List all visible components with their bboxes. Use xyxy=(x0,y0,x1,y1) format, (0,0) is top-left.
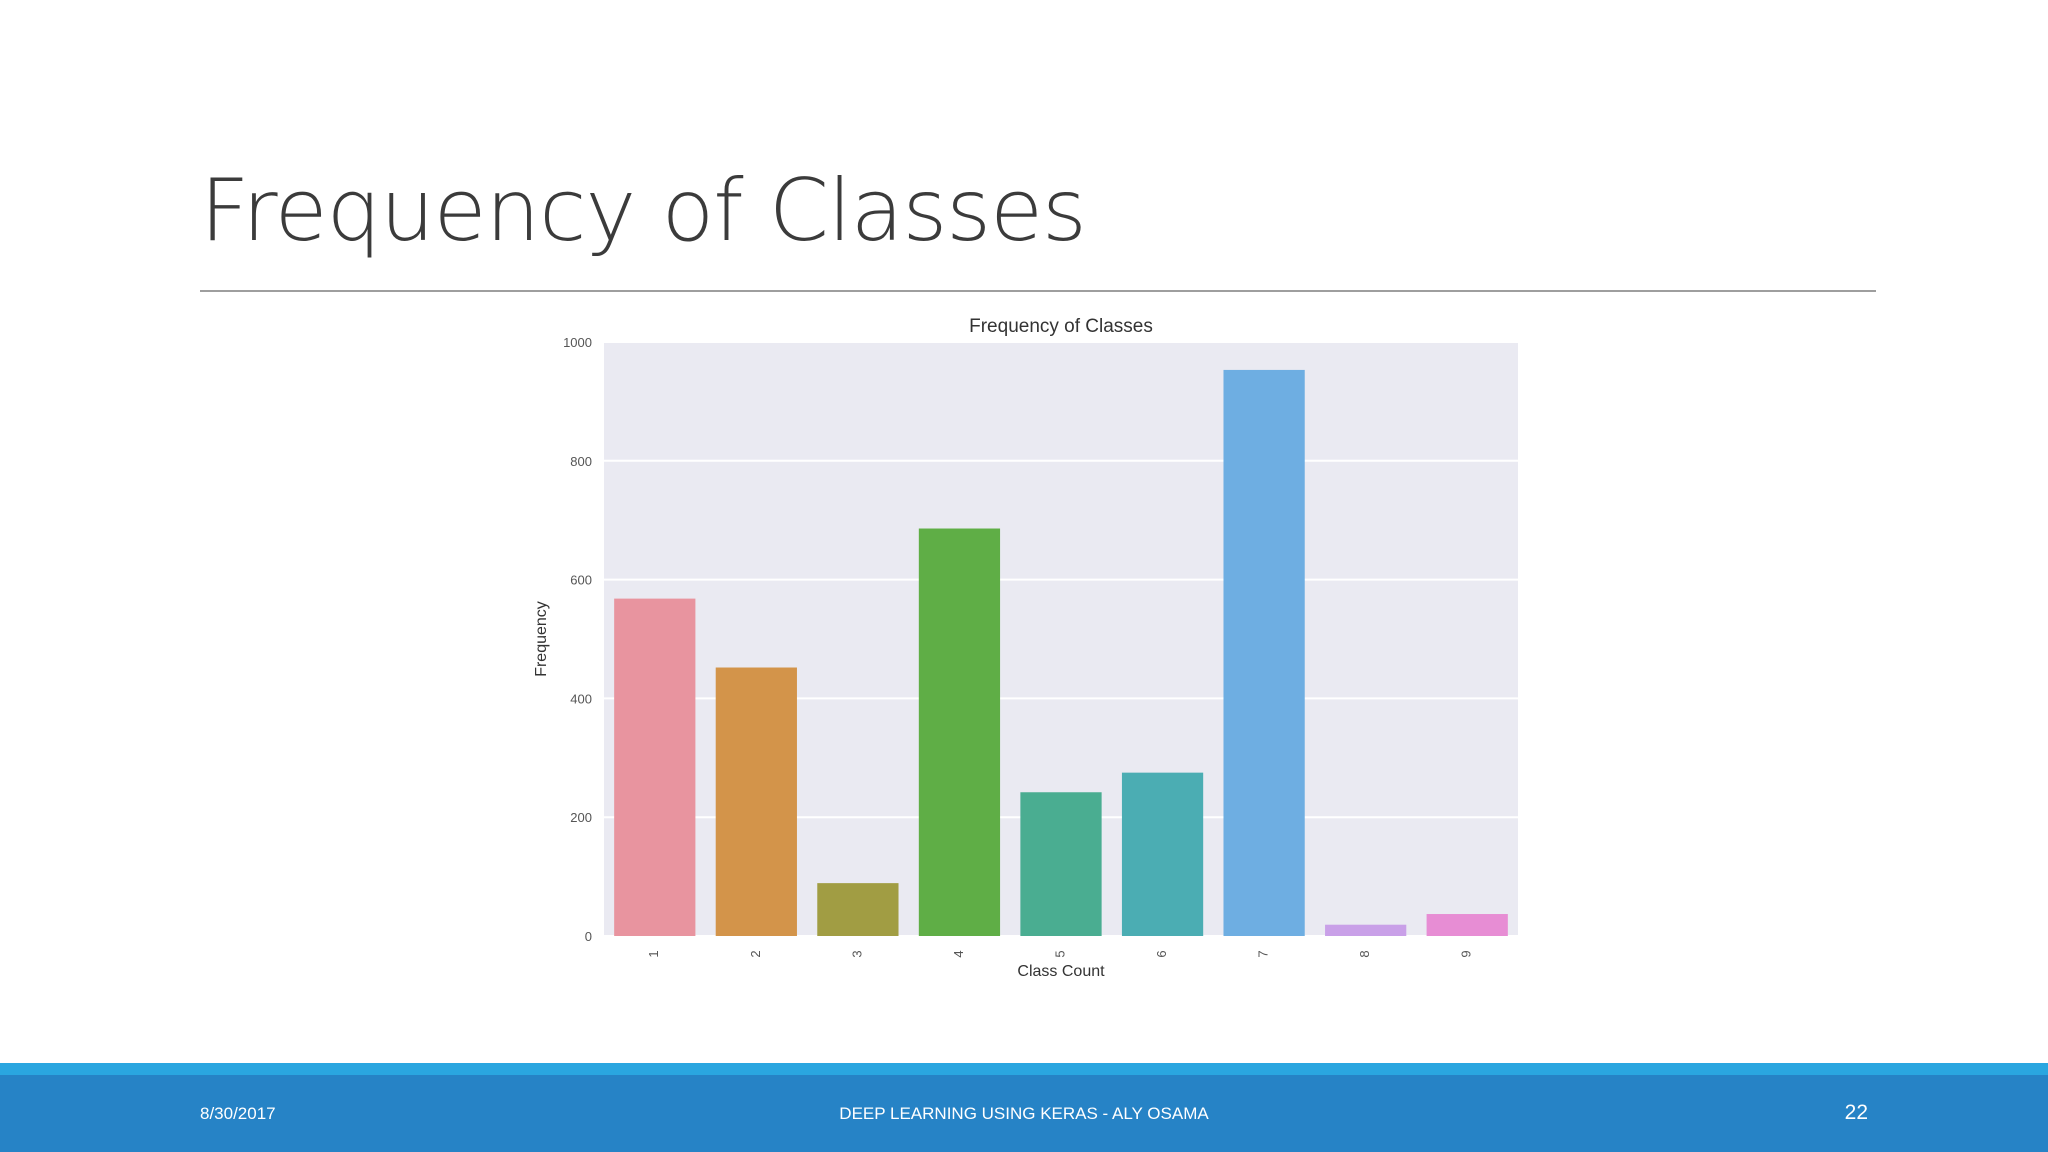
x-tick-label: 5 xyxy=(1052,950,1067,957)
y-tick-label: 400 xyxy=(570,691,592,706)
y-tick-label: 1000 xyxy=(563,335,592,350)
bar-chart: 0 200 400 600 800 1000 1 2 3 4 5 6 7 8 9 Frequency of C… xyxy=(533,316,1518,980)
footer-date: 8/30/2017 xyxy=(200,1104,276,1123)
x-tick-label: 7 xyxy=(1256,950,1271,957)
footer-page-number: 22 xyxy=(1844,1101,1868,1124)
footer-bar: 8/30/2017 DEEP LEARNING USING KERAS - AL… xyxy=(0,1075,2048,1152)
bar-class-7 xyxy=(1223,369,1305,937)
x-axis-label: Class Count xyxy=(1017,963,1105,980)
slide-title: Frequency of Classes xyxy=(200,161,1087,261)
x-tick-label: 8 xyxy=(1357,950,1372,957)
y-tick-label: 600 xyxy=(570,573,592,588)
x-tick-label: 1 xyxy=(646,950,661,957)
bar-class-1 xyxy=(614,598,696,936)
bar-class-3 xyxy=(817,883,899,936)
title-divider xyxy=(200,290,1876,292)
y-tick-label: 200 xyxy=(570,810,592,825)
footer-accent-stripe xyxy=(0,1063,2048,1075)
bar-class-4 xyxy=(918,528,1001,936)
x-tick-label: 6 xyxy=(1154,950,1169,957)
y-axis-label: Frequency xyxy=(533,601,550,677)
chart-title: Frequency of Classes xyxy=(969,316,1153,337)
bar-class-2 xyxy=(715,667,797,936)
footer-presentation-title: DEEP LEARNING USING KERAS - ALY OSAMA xyxy=(839,1104,1209,1123)
chart-layer: 0 200 400 600 800 1000 1 2 3 4 5 6 7 8 9 Frequency of C… xyxy=(533,316,1518,980)
bar-class-5 xyxy=(1020,792,1102,936)
x-tick-label: 9 xyxy=(1459,950,1474,957)
x-tick-label: 2 xyxy=(748,950,763,957)
y-tick-label: 800 xyxy=(570,454,592,469)
x-tick-label: 3 xyxy=(849,950,864,957)
y-tick-label: 0 xyxy=(585,929,592,944)
bar-class-9 xyxy=(1426,914,1508,936)
bar-class-6 xyxy=(1121,772,1204,936)
bar-class-8 xyxy=(1325,924,1407,936)
x-tick-label: 4 xyxy=(951,950,966,957)
